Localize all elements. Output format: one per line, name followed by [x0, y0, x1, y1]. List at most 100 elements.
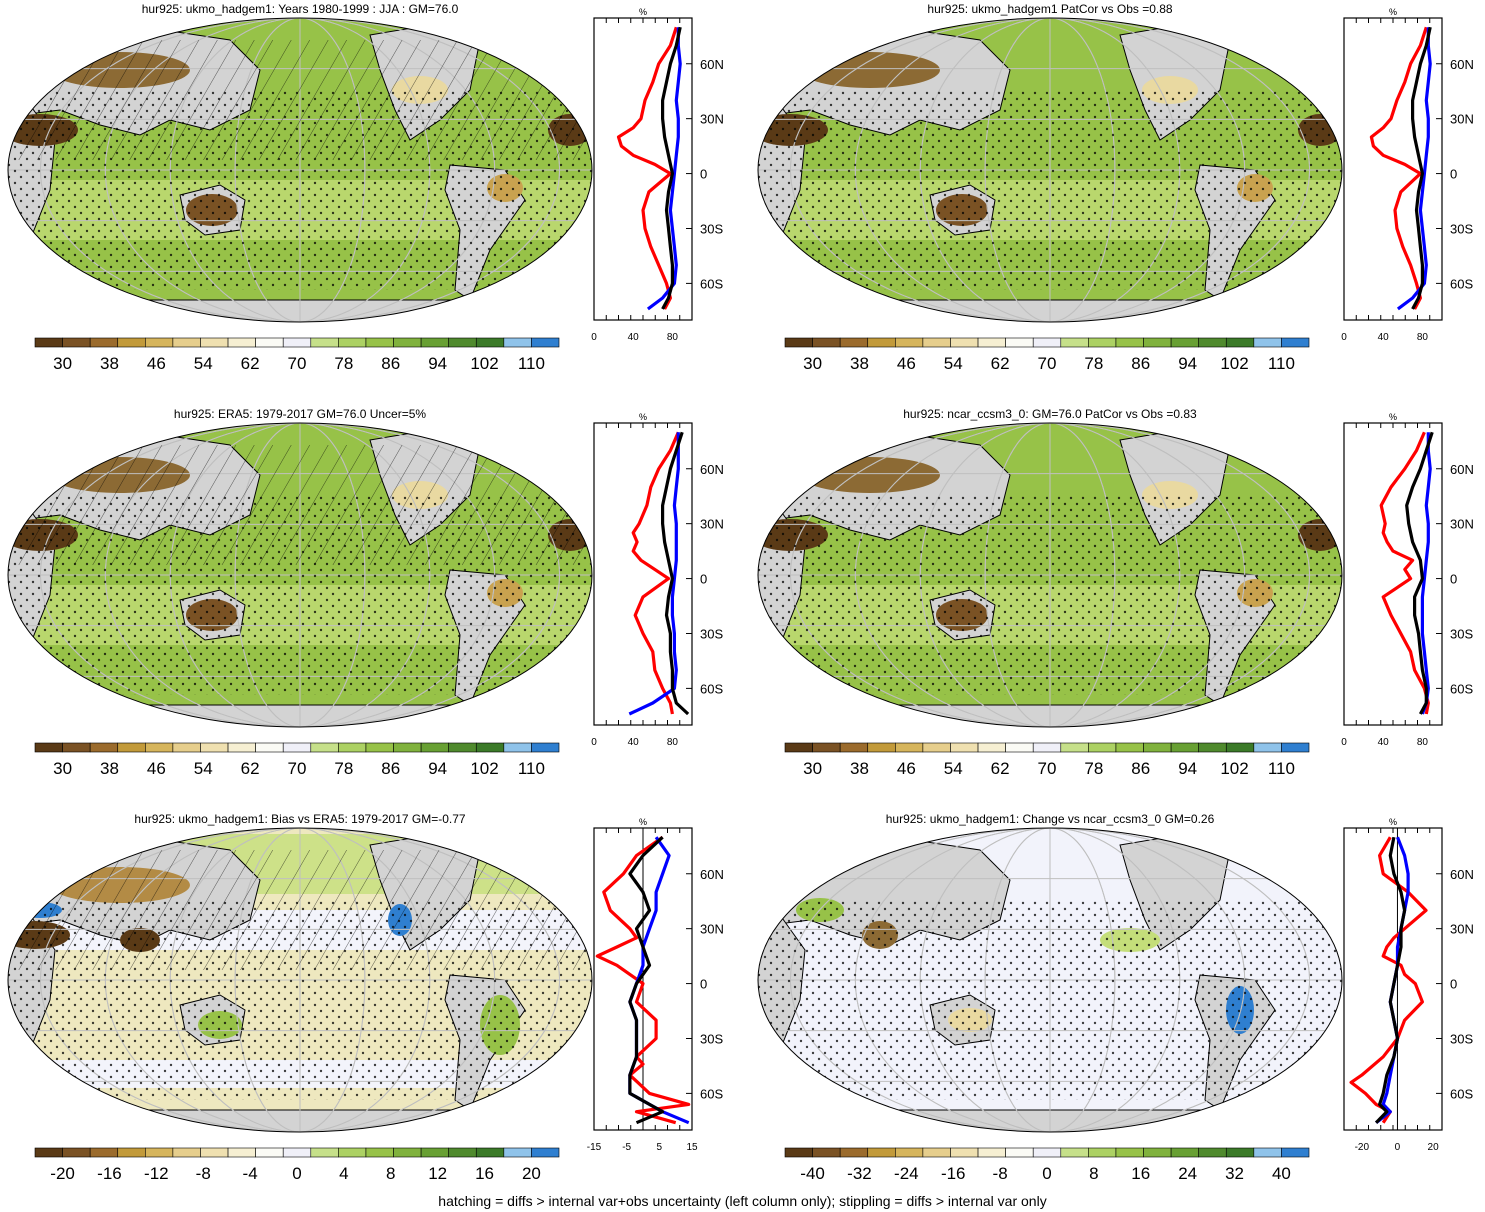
colorbar-swatch	[227, 1147, 256, 1158]
colorbar-label: 110	[518, 759, 545, 778]
lat-label: 30S	[1450, 626, 1473, 641]
x-tick-label: 0	[1341, 737, 1347, 748]
colorbar-swatch	[1060, 1147, 1089, 1158]
zonal-profile: % 60N 30N 0 30S 60S 0 40 80	[1341, 412, 1474, 748]
colorbar-swatch	[812, 742, 841, 753]
colorbar-label: -4	[243, 1164, 258, 1183]
colorbar-swatch	[895, 337, 924, 348]
colorbar-label: 78	[1084, 354, 1103, 373]
map-outline	[757, 827, 1343, 1133]
land-greenland	[1269, 24, 1326, 76]
colorbar-swatch	[1225, 337, 1255, 348]
profile-line-black	[1374, 836, 1407, 1124]
footer-note: hatching = diffs > internal var+obs unce…	[438, 1193, 1047, 1209]
colorbar-swatch	[784, 1147, 813, 1158]
lat-label: 30N	[700, 922, 724, 937]
colorbar-label: 78	[334, 759, 353, 778]
profile-line-red	[1379, 431, 1430, 715]
colorbar-swatch	[62, 337, 91, 348]
colorbar-swatch	[255, 1147, 284, 1158]
colorbar-swatch	[922, 742, 951, 753]
hatching	[8, 850, 592, 970]
colorbar-label: 54	[194, 759, 213, 778]
map	[8, 18, 592, 322]
lat-label: 30S	[1450, 1031, 1473, 1046]
profile-line-blue	[1420, 432, 1432, 715]
map-outline	[757, 17, 1343, 323]
panel-title: hur925: ukmo_hadgem1: Change vs ncar_ccs…	[886, 812, 1215, 826]
colorbar-swatch	[448, 337, 477, 348]
colorbar-swatch	[1253, 1147, 1282, 1158]
land-greenland	[1269, 429, 1326, 481]
colorbar-swatch	[1225, 1147, 1255, 1158]
colorbar-swatch	[172, 337, 201, 348]
colorbar-label: 94	[1178, 354, 1197, 373]
colorbar-swatch	[1088, 742, 1117, 753]
land-greenland	[519, 834, 576, 886]
colorbar-swatch	[839, 742, 869, 753]
colorbar-label: 30	[53, 354, 72, 373]
colorbar-label: 8	[1089, 1164, 1098, 1183]
colorbar-label: 46	[897, 759, 916, 778]
colorbar-swatch	[839, 1147, 869, 1158]
panel-5: hur925: ukmo_hadgem1: Bias vs ERA5: 1979…	[7, 812, 724, 1183]
x-tick-label: 80	[667, 332, 679, 343]
colorbar-swatch	[200, 742, 229, 753]
colorbar-swatch	[1281, 742, 1310, 753]
lat-label: 60S	[1450, 1086, 1473, 1101]
x-tick-label: 0	[1395, 1142, 1401, 1153]
panel-title: hur925: ncar_ccsm3_0: GM=76.0 PatCor vs …	[903, 407, 1197, 421]
profile-unit: %	[1389, 7, 1397, 17]
colorbar-swatch	[950, 742, 979, 753]
colorbar-label: 38	[850, 354, 869, 373]
colorbar-swatch	[1115, 1147, 1144, 1158]
colorbar-swatch	[503, 1147, 532, 1158]
stippling	[758, 495, 1342, 695]
colorbar-label: 54	[194, 354, 213, 373]
colorbar-swatch	[448, 1147, 477, 1158]
lat-label: 30S	[700, 626, 723, 641]
colorbar-swatch	[1088, 1147, 1117, 1158]
colorbar-swatch	[393, 1147, 422, 1158]
lat-label: 60N	[1450, 57, 1474, 72]
colorbar-swatch	[1032, 337, 1062, 348]
stippling	[758, 900, 1342, 1100]
x-tick-label: -15	[587, 1142, 602, 1153]
land-greenland	[519, 24, 576, 76]
profile-line-red	[1369, 26, 1428, 310]
colorbar-label: 54	[944, 354, 963, 373]
map	[8, 423, 592, 727]
colorbar-swatch	[867, 742, 896, 753]
colorbar-swatch	[227, 742, 256, 753]
x-tick-label: 80	[1417, 737, 1429, 748]
map-outline	[7, 17, 593, 323]
colorbar-label: 86	[1131, 759, 1150, 778]
x-tick-label: 40	[1378, 737, 1390, 748]
colorbar-swatch	[1005, 742, 1034, 753]
colorbar-swatch	[475, 742, 505, 753]
panel-3: hur925: ERA5: 1979-2017 GM=76.0 Uncer=5%…	[7, 407, 724, 778]
colorbar-swatch	[977, 1147, 1006, 1158]
hatching	[8, 40, 592, 160]
colorbar-swatch	[282, 1147, 312, 1158]
colorbar-swatch	[977, 742, 1006, 753]
colorbar-swatch	[1170, 337, 1199, 348]
colorbar-label: 86	[1131, 354, 1150, 373]
colorbar-swatch	[34, 742, 63, 753]
colorbar-label: 0	[1042, 1164, 1051, 1183]
colorbar-swatch	[475, 1147, 505, 1158]
x-tick-label: 80	[1417, 332, 1429, 343]
colorbar-swatch	[34, 337, 63, 348]
panel-4: hur925: ncar_ccsm3_0: GM=76.0 PatCor vs …	[757, 407, 1474, 778]
colorbar-swatch	[62, 1147, 91, 1158]
colorbar-label: 62	[991, 354, 1010, 373]
lat-label: 30S	[700, 221, 723, 236]
colorbar-label: 110	[1268, 759, 1295, 778]
map	[758, 423, 1342, 727]
zonal-profile: % 60N 30N 0 30S 60S 0 40 80	[591, 7, 724, 343]
colorbar-swatch	[503, 742, 532, 753]
colorbar-label: 70	[288, 759, 307, 778]
colorbar-swatch	[503, 337, 532, 348]
map	[758, 828, 1342, 1132]
panel-title: hur925: ERA5: 1979-2017 GM=76.0 Uncer=5%	[174, 407, 426, 421]
